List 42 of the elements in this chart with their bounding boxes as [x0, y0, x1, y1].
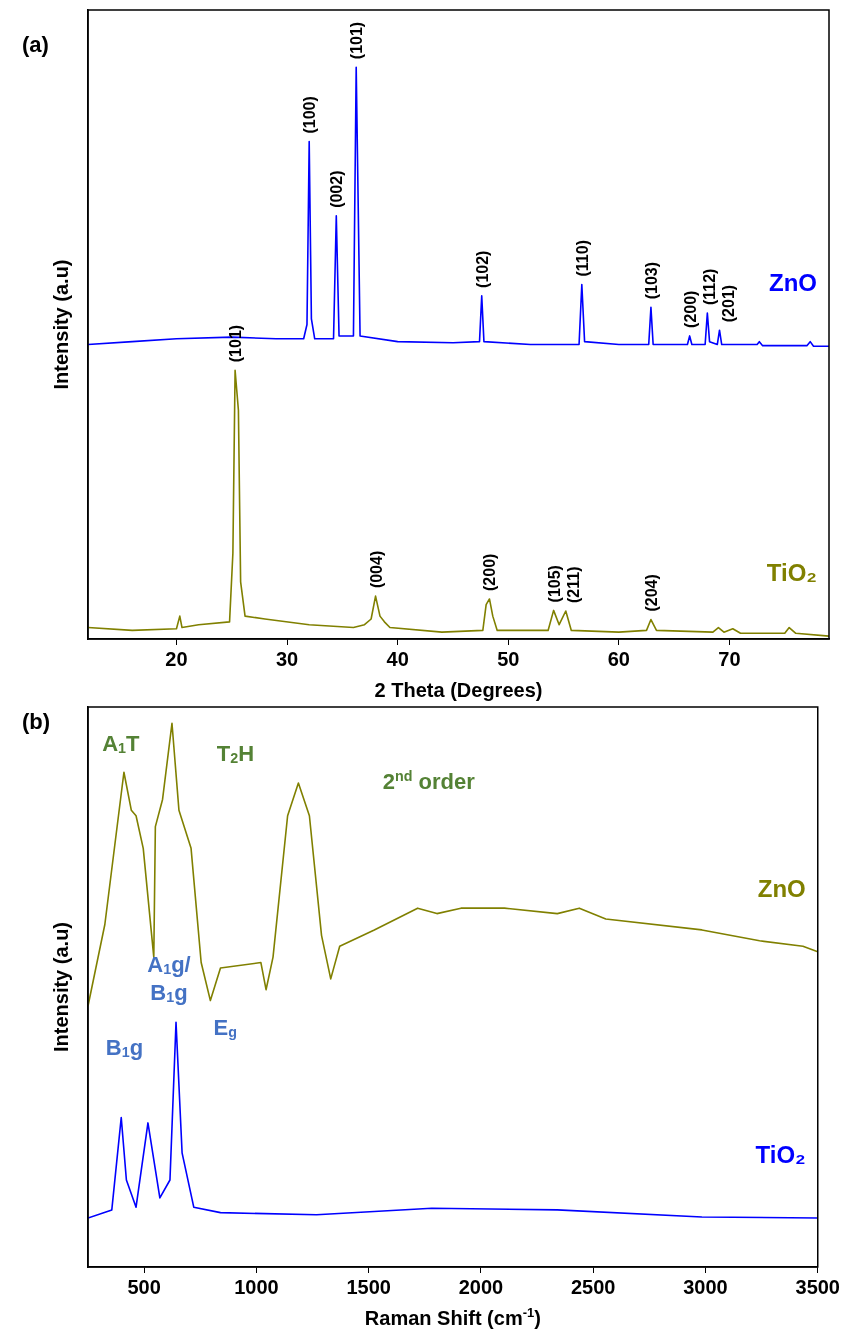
annotation: B1g: [105, 1034, 144, 1060]
annotation: (200): [481, 553, 499, 591]
annotation: (200): [681, 290, 699, 328]
annotation: Eg: [213, 1014, 237, 1040]
x-tick-label: 60: [607, 647, 630, 670]
x-axis-title: 2 Theta (Degrees): [374, 679, 543, 701]
text: TiO₂: [755, 1141, 806, 1169]
y-axis-title: Intensity (a.u): [50, 921, 72, 1052]
x-tick-label: 2500: [570, 1275, 616, 1298]
x-tick-label: 1000: [234, 1275, 279, 1298]
annotation: (201): [719, 284, 737, 323]
x-tick-label: 40: [386, 647, 409, 670]
x-tick-label: 3500: [795, 1275, 840, 1298]
annotation: (100): [301, 96, 319, 134]
series-label: ZnO: [769, 269, 818, 297]
annotation: (004): [367, 550, 385, 589]
annotation: (105): [545, 565, 563, 603]
series-label: TiO₂: [766, 559, 818, 587]
annotation: (112): [700, 268, 718, 306]
x-tick-label: 30: [275, 647, 299, 670]
x-tick-label: 1500: [346, 1275, 391, 1298]
annotation: (002): [328, 170, 346, 208]
chart-title: (a): [22, 32, 49, 57]
x-tick-label: 20: [165, 647, 188, 670]
annotation: (204): [642, 574, 660, 612]
annotation: (101): [348, 21, 366, 60]
chart-title: (b): [22, 709, 51, 734]
x-tick-label: 3000: [683, 1275, 728, 1298]
x-tick-label: 500: [127, 1275, 161, 1298]
x-tick-label: 50: [497, 647, 520, 670]
annotation: T2H: [216, 740, 255, 766]
annotation: (102): [473, 250, 491, 288]
x-tick-label: 2000: [458, 1275, 504, 1298]
annotation: (101): [227, 324, 245, 363]
annotation: (211): [564, 566, 582, 603]
annotation: (103): [642, 261, 660, 300]
x-tick-label: 70: [718, 647, 741, 670]
annotation: A1T: [102, 730, 141, 756]
annotation: (110): [573, 240, 591, 277]
series-label: ZnO: [757, 874, 806, 902]
y-axis-title: Intensity (a.u): [50, 259, 72, 390]
annotation: A1g/ B1g: [147, 951, 191, 1006]
